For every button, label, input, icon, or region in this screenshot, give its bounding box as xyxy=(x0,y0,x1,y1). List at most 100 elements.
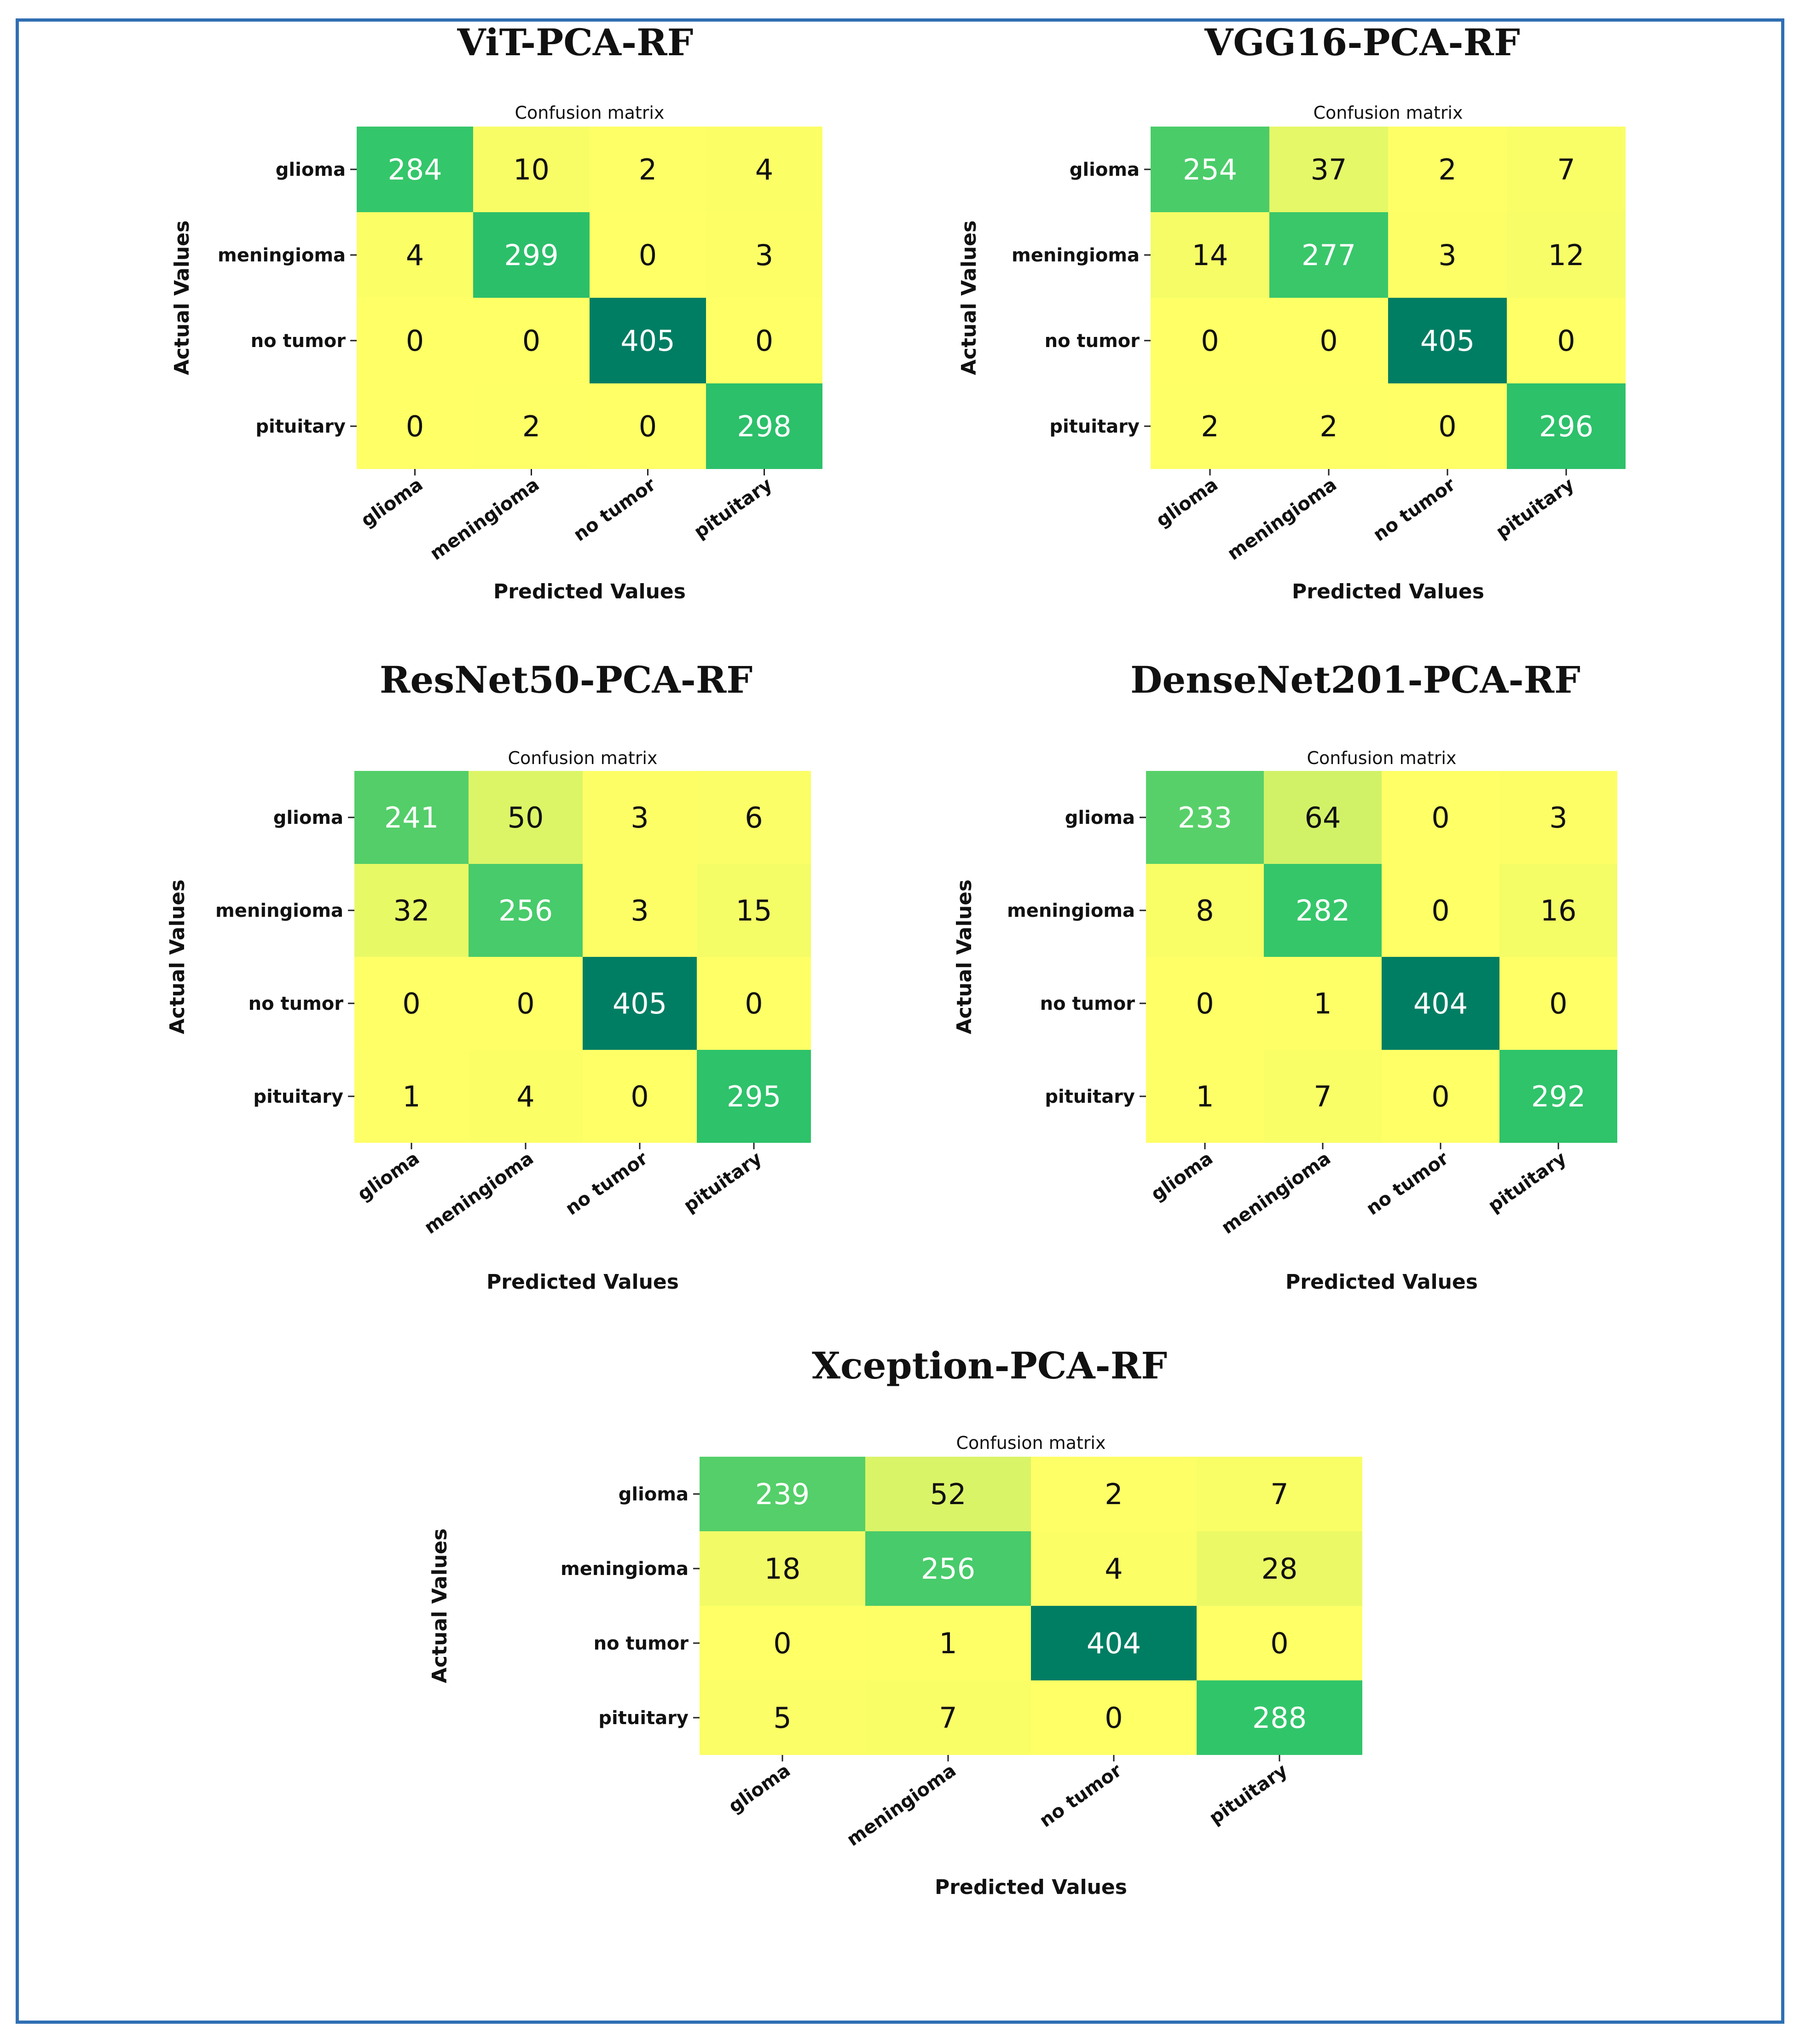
row-label-glioma: glioma xyxy=(1065,807,1135,828)
matrix-cell xyxy=(354,771,469,864)
matrix-cell xyxy=(1382,864,1499,957)
matrix-cell xyxy=(469,1050,583,1143)
cell-value: 10 xyxy=(513,153,550,186)
row-label-no-tumor: no tumor xyxy=(1040,993,1135,1014)
matrix-cell xyxy=(1507,298,1626,383)
cell-value: 0 xyxy=(639,238,657,272)
matrix-subtitle: Confusion matrix xyxy=(1307,748,1457,768)
cell-value: 0 xyxy=(745,987,763,1020)
cell-value: 0 xyxy=(402,987,420,1020)
col-label-meningioma: meningioma xyxy=(426,474,543,565)
panel-title-xception: Xception-PCA-RF xyxy=(811,1344,1168,1387)
row-label-meningioma: meningioma xyxy=(215,900,343,921)
cell-value: 256 xyxy=(921,1552,975,1586)
cell-value: 3 xyxy=(631,801,648,834)
panel-title-densenet201: DenseNet201-PCA-RF xyxy=(1130,658,1580,701)
row-label-meningioma: meningioma xyxy=(218,245,346,266)
cell-value: 52 xyxy=(930,1477,967,1511)
cell-value: 1 xyxy=(402,1080,420,1113)
row-label-no-tumor: no tumor xyxy=(251,330,346,352)
matrix-cell xyxy=(706,212,822,298)
matrix-cell xyxy=(697,771,811,864)
cell-value: 0 xyxy=(773,1627,791,1660)
matrix-cell xyxy=(1264,1050,1382,1143)
col-label-no-tumor: no tumor xyxy=(1036,1760,1126,1831)
confusion-matrix-vit: Confusion matrix 284 10 2 4 4 299 0 3 0 0 405 0 0 2 0 29… xyxy=(170,103,822,603)
cell-value: 3 xyxy=(755,238,773,272)
y-axis-label: Actual Values xyxy=(428,1529,451,1683)
matrix-subtitle: Confusion matrix xyxy=(956,1433,1106,1453)
row-label-meningioma: meningioma xyxy=(1012,245,1140,266)
matrix-cell xyxy=(697,864,811,957)
row-label-pituitary: pituitary xyxy=(255,416,346,437)
matrix-cell xyxy=(865,1606,1031,1680)
matrix-cell xyxy=(1197,1531,1362,1606)
matrix-cell xyxy=(357,127,473,212)
y-axis-label: Actual Values xyxy=(170,220,194,375)
cell-value: 0 xyxy=(755,324,773,358)
matrix-cell xyxy=(469,957,583,1050)
col-label-pituitary: pituitary xyxy=(1205,1760,1291,1829)
cell-value: 0 xyxy=(631,1080,648,1113)
cell-value: 0 xyxy=(1431,1080,1449,1113)
cell-value: 0 xyxy=(1438,410,1456,443)
col-label-glioma: glioma xyxy=(725,1760,794,1818)
matrix-cell xyxy=(706,298,822,383)
confusion-matrix-xception: Confusion matrix 239 52 2 7 18 256 4 28 0 1 404 0 5 7 0… xyxy=(428,1433,1362,1899)
cell-value: 0 xyxy=(1320,324,1337,358)
matrix-cell xyxy=(1031,1457,1197,1531)
matrix-cell xyxy=(1507,212,1626,298)
cell-value: 0 xyxy=(516,987,534,1020)
matrix-cell xyxy=(1499,957,1617,1050)
x-axis-label: Predicted Values xyxy=(486,1270,679,1294)
matrix-cell xyxy=(1264,771,1382,864)
cell-value: 16 xyxy=(1540,894,1577,927)
cell-value: 239 xyxy=(755,1477,810,1511)
y-axis-label: Actual Values xyxy=(953,880,976,1034)
matrix-cell xyxy=(354,1050,469,1143)
matrix-cell xyxy=(357,383,473,469)
cell-value: 3 xyxy=(631,894,648,927)
matrix-subtitle: Confusion matrix xyxy=(515,103,665,123)
matrix-cell xyxy=(354,957,469,1050)
cell-value: 404 xyxy=(1087,1627,1141,1660)
matrix-cell xyxy=(1388,383,1507,469)
matrix-cell xyxy=(1269,298,1388,383)
matrix-cell xyxy=(357,298,473,383)
matrix-cell xyxy=(1382,957,1499,1050)
confusion-matrix-resnet50: Confusion matrix 241 50 3 6 32 256 3 15 0 0 405 0 1 4 0… xyxy=(166,748,811,1294)
cell-value: 0 xyxy=(406,410,424,443)
matrix-cell xyxy=(865,1531,1031,1606)
cell-value: 298 xyxy=(737,410,791,443)
x-axis-label: Predicted Values xyxy=(935,1876,1127,1899)
col-label-glioma: glioma xyxy=(1147,1148,1217,1205)
matrix-cell xyxy=(1197,1680,1362,1755)
cell-value: 1 xyxy=(1314,987,1331,1020)
cell-value: 4 xyxy=(1105,1552,1123,1586)
matrix-cell xyxy=(1269,383,1388,469)
matrix-cell xyxy=(1264,864,1382,957)
matrix-cell xyxy=(1382,1050,1499,1143)
col-label-pituitary: pituitary xyxy=(680,1148,766,1217)
confusion-matrix-densenet201: Confusion matrix 233 64 0 3 8 282 0 16 0 1 404 0 1 7 0 2… xyxy=(953,748,1617,1294)
x-axis-label: Predicted Values xyxy=(1292,580,1484,603)
matrix-cell xyxy=(473,127,590,212)
cell-value: 15 xyxy=(736,894,772,927)
panel-title-resnet50: ResNet50-PCA-RF xyxy=(379,658,753,701)
cell-value: 8 xyxy=(1196,894,1214,927)
matrix-cell xyxy=(590,127,706,212)
cell-value: 1 xyxy=(939,1627,957,1660)
matrix-cell xyxy=(700,1531,865,1606)
matrix-cell xyxy=(865,1457,1031,1531)
cell-value: 0 xyxy=(1201,324,1219,358)
matrix-cell xyxy=(1031,1606,1197,1680)
col-label-no-tumor: no tumor xyxy=(570,474,660,545)
cell-value: 3 xyxy=(1549,801,1567,834)
row-label-no-tumor: no tumor xyxy=(1045,330,1140,352)
matrix-cell xyxy=(1146,957,1264,1050)
confusion-matrix-vgg16: Confusion matrix 254 37 2 7 14 277 3 12 0 0 405 0 2 2 0… xyxy=(957,103,1626,603)
row-label-glioma: glioma xyxy=(276,159,346,180)
cell-value: 37 xyxy=(1311,153,1347,186)
cell-value: 404 xyxy=(1413,987,1468,1020)
col-label-pituitary: pituitary xyxy=(1484,1148,1570,1217)
